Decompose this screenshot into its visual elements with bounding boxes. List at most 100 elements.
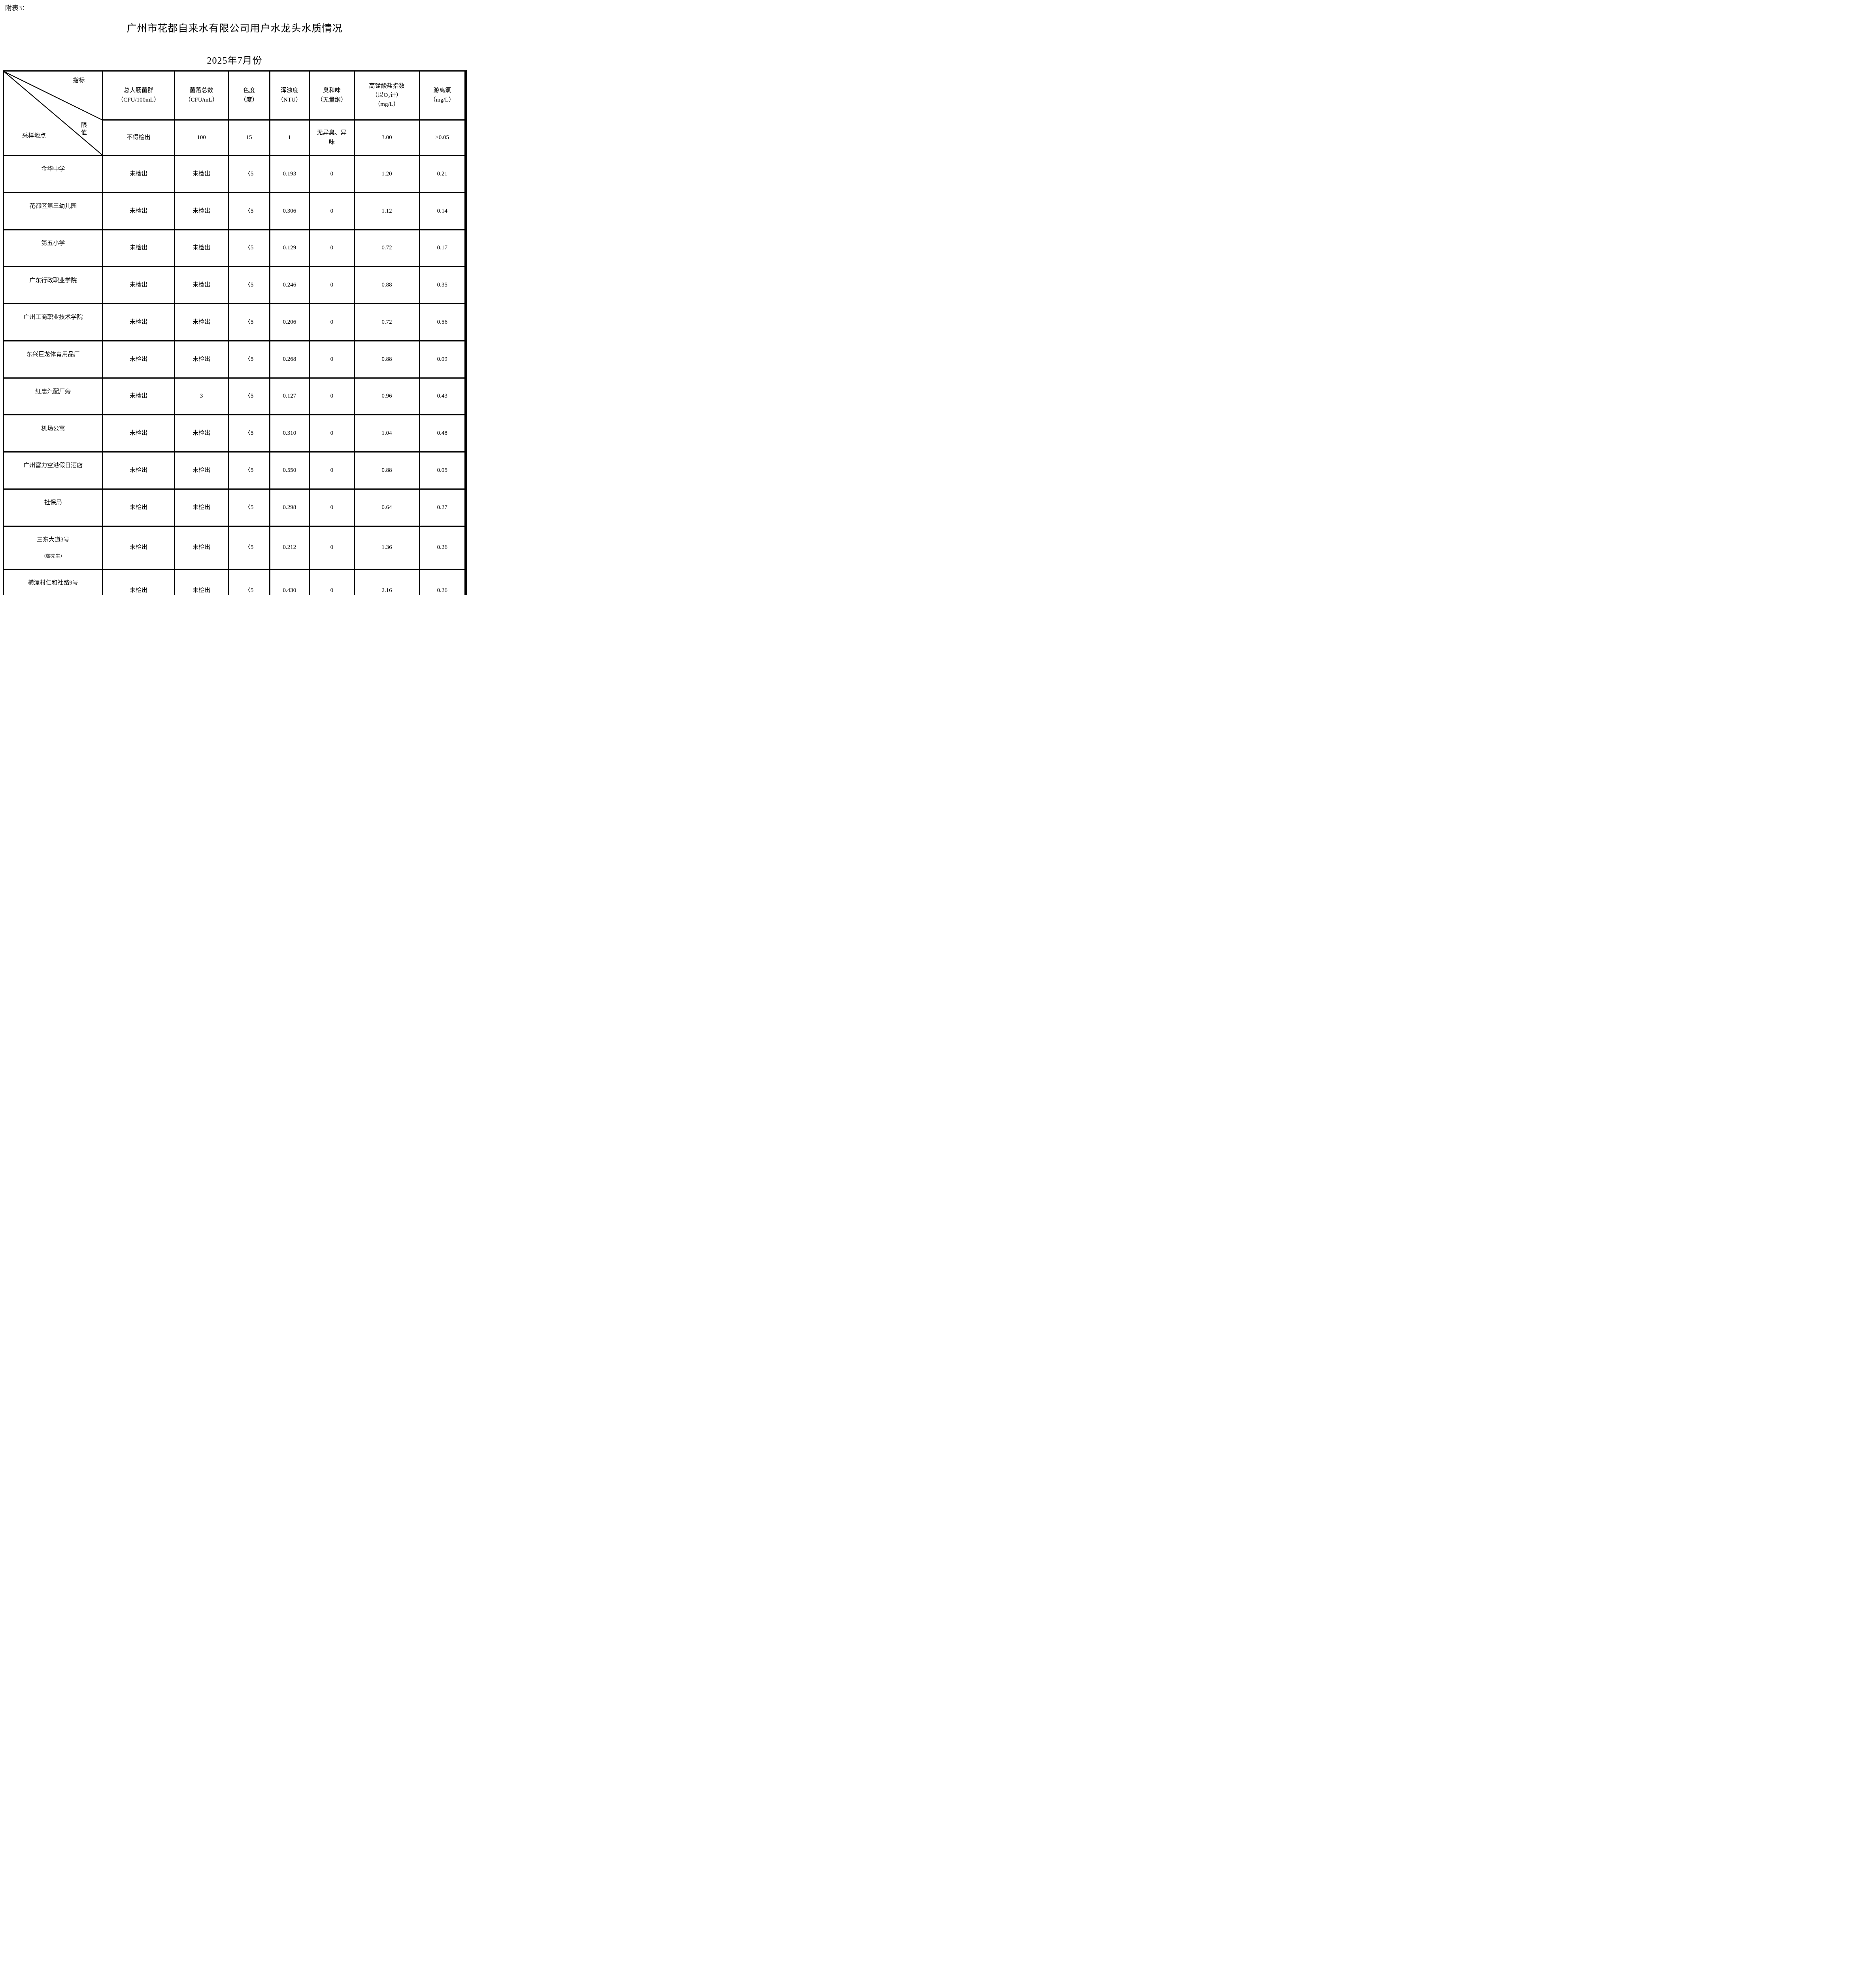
column-unit: （无量纲） <box>317 96 347 103</box>
cell-free-chlorine: 0.26 <box>419 525 466 570</box>
column-unit: （CFU/100mL） <box>117 96 160 103</box>
table-row: 横潭村仁和社路9号 （严女士） 未检出 未检出 〈5 0.430 0 2.16 … <box>2 568 466 595</box>
cell-free-chlorine: 0.27 <box>419 488 466 527</box>
cell-odor-taste: 0 <box>309 192 355 230</box>
cell-permanganate-index: 1.12 <box>353 192 420 230</box>
page-title: 广州市花都自来水有限公司用户水龙头水质情况 <box>126 23 343 34</box>
cell-color: 〈5 <box>228 303 270 341</box>
cell-sampling-location: 红忠汽配厂旁 <box>2 377 104 416</box>
table-row: 东兴巨龙体育用品厂 未检出 未检出 〈5 0.268 0 0.88 0.09 <box>2 340 466 379</box>
cell-permanganate-index: 0.72 <box>353 303 420 341</box>
cell-odor-taste: 0 <box>309 155 355 193</box>
water-quality-table: 指标 采样地点 限值 总大肠菌群 （CFU/100mL） 菌落总数 （CFU/mL）… <box>2 70 467 595</box>
cell-colony-count: 未检出 <box>174 192 229 230</box>
table-row: 广东行政职业学院 未检出 未检出 〈5 0.246 0 0.88 0.35 <box>2 266 466 304</box>
table-row: 花都区第三幼儿园 未检出 未检出 〈5 0.306 0 1.12 0.14 <box>2 192 466 230</box>
cell-odor-taste: 0 <box>309 229 355 268</box>
cell-total-coliform: 未检出 <box>102 340 175 379</box>
location-name: 社保局 <box>44 500 62 506</box>
cell-permanganate-index: 1.04 <box>353 414 420 453</box>
table-row: 广州富力空港假日酒店 未检出 未检出 〈5 0.550 0 0.88 0.05 <box>2 451 466 490</box>
cell-colony-count: 未检出 <box>174 525 229 570</box>
cell-sampling-location: 广州工商职业技术学院 <box>2 303 104 341</box>
cell-sampling-location: 第五小学 <box>2 229 104 268</box>
column-header-free-chlorine: 游离氯 （mg/L） <box>419 70 466 121</box>
location-name: 金华中学 <box>41 166 65 173</box>
cell-free-chlorine: 0.48 <box>419 414 466 453</box>
cell-odor-taste: 0 <box>309 303 355 341</box>
column-header-permanganate-index: 高锰酸盐指数 （以O₂计） （mg/L） <box>353 70 420 121</box>
table-row: 社保局 未检出 未检出 〈5 0.298 0 0.64 0.27 <box>2 488 466 527</box>
cell-odor-taste: 0 <box>309 451 355 490</box>
cell-odor-taste: 0 <box>309 377 355 416</box>
location-name: 红忠汽配厂旁 <box>35 388 71 395</box>
limit-row: 不得检出 100 15 1 无异臭、异 味 3.00 ≥0.05 <box>4 119 466 156</box>
location-name: 花都区第三幼儿园 <box>29 203 77 209</box>
cell-turbidity: 0.268 <box>269 340 310 379</box>
cell-color: 〈5 <box>228 340 270 379</box>
cell-permanganate-index: 0.88 <box>353 451 420 490</box>
table-row: 红忠汽配厂旁 未检出 3 〈5 0.127 0 0.96 0.43 <box>2 377 466 416</box>
document-page: 附表3： 广州市花都自来水有限公司用户水龙头水质情况 2025年7月份 指标 采… <box>0 0 469 595</box>
cell-sampling-location: 广东行政职业学院 <box>2 266 104 304</box>
cell-colony-count: 未检出 <box>174 155 229 193</box>
cell-total-coliform: 未检出 <box>102 414 175 453</box>
cell-turbidity: 0.310 <box>269 414 310 453</box>
cell-sampling-location: 社保局 <box>2 488 104 527</box>
cell-sampling-location: 金华中学 <box>2 155 104 193</box>
cell-color: 〈5 <box>228 155 270 193</box>
cell-permanganate-index: 0.88 <box>353 340 420 379</box>
cell-odor-taste: 0 <box>309 340 355 379</box>
table-row: 第五小学 未检出 未检出 〈5 0.129 0 0.72 0.17 <box>2 229 466 268</box>
cell-colony-count: 未检出 <box>174 488 229 527</box>
diagonal-divider-lines <box>4 72 102 155</box>
limit-permanganate-index: 3.00 <box>353 119 420 156</box>
cell-free-chlorine: 0.17 <box>419 229 466 268</box>
cell-turbidity: 0.212 <box>269 525 310 570</box>
cell-odor-taste: 0 <box>309 525 355 570</box>
cell-turbidity: 0.430 <box>269 568 310 595</box>
limit-free-chlorine: ≥0.05 <box>419 119 466 156</box>
column-header-odor-taste: 臭和味 （无量纲） <box>309 70 355 121</box>
cell-turbidity: 0.298 <box>269 488 310 527</box>
cell-turbidity: 0.550 <box>269 451 310 490</box>
cell-odor-taste: 0 <box>309 488 355 527</box>
attachment-tag: 附表3： <box>5 4 29 12</box>
column-header-turbidity: 浑浊度 （NTU） <box>269 70 310 121</box>
cell-total-coliform: 未检出 <box>102 568 175 595</box>
cell-total-coliform: 未检出 <box>102 451 175 490</box>
table-row: 机场公寓 未检出 未检出 〈5 0.310 0 1.04 0.48 <box>2 414 466 453</box>
limit-odor-taste: 无异臭、异 味 <box>309 119 355 156</box>
cell-free-chlorine: 0.56 <box>419 303 466 341</box>
cell-turbidity: 0.129 <box>269 229 310 268</box>
cell-total-coliform: 未检出 <box>102 192 175 230</box>
cell-free-chlorine: 0.09 <box>419 340 466 379</box>
cell-turbidity: 0.306 <box>269 192 310 230</box>
location-sub: （黎先生） <box>41 553 65 559</box>
cell-permanganate-index: 0.96 <box>353 377 420 416</box>
cell-total-coliform: 未检出 <box>102 488 175 527</box>
cell-colony-count: 未检出 <box>174 303 229 341</box>
cell-color: 〈5 <box>228 488 270 527</box>
limit-turbidity: 1 <box>269 119 310 156</box>
cell-colony-count: 3 <box>174 377 229 416</box>
cell-colony-count: 未检出 <box>174 340 229 379</box>
cell-permanganate-index: 0.64 <box>353 488 420 527</box>
limit-total-coliform: 不得检出 <box>102 119 175 156</box>
cell-total-coliform: 未检出 <box>102 266 175 304</box>
cell-sampling-location: 机场公寓 <box>2 414 104 453</box>
cell-sampling-location: 横潭村仁和社路9号 （严女士） <box>2 568 104 595</box>
table-row: 广州工商职业技术学院 未检出 未检出 〈5 0.206 0 0.72 0.56 <box>2 303 466 341</box>
cell-color: 〈5 <box>228 414 270 453</box>
cell-sampling-location: 三东大道3号 （黎先生） <box>2 525 104 570</box>
cell-turbidity: 0.193 <box>269 155 310 193</box>
cell-color: 〈5 <box>228 229 270 268</box>
column-unit: （CFU/mL） <box>185 96 218 103</box>
cell-sampling-location: 广州富力空港假日酒店 <box>2 451 104 490</box>
cell-permanganate-index: 2.16 <box>353 568 420 595</box>
corner-cell: 指标 采样地点 限值 <box>2 70 104 156</box>
location-name: 广东行政职业学院 <box>29 277 77 284</box>
location-name: 广州富力空港假日酒店 <box>23 462 83 469</box>
column-label: 臭和味 <box>323 87 341 94</box>
cell-turbidity: 0.206 <box>269 303 310 341</box>
